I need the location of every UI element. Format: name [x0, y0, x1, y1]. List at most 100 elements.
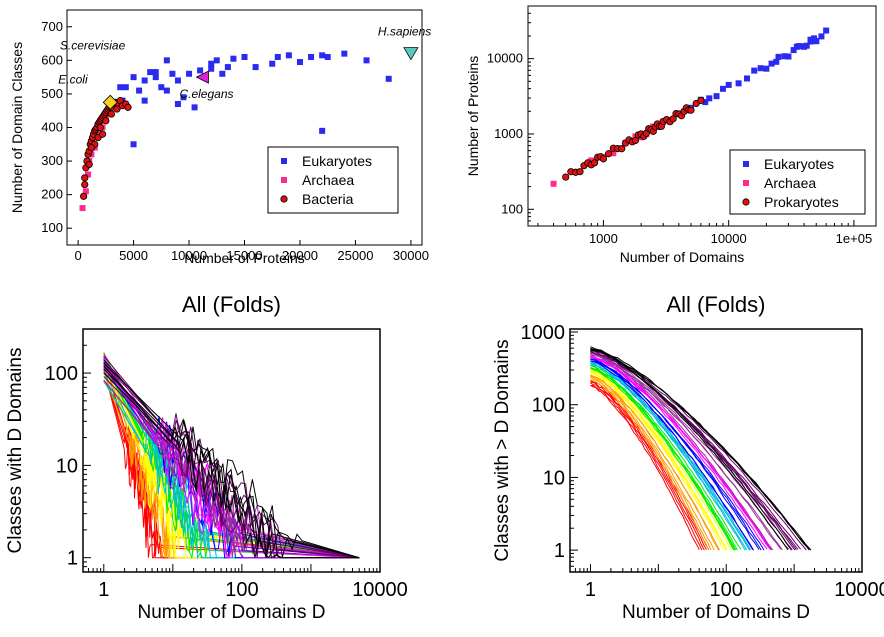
x-axis-label: Number of Domains D [138, 602, 326, 623]
y-tick-label: 1 [554, 540, 565, 562]
x-tick-label: 1 [585, 579, 596, 601]
curve-10 [590, 347, 792, 551]
point-eukaryotes [735, 80, 742, 87]
point-eukaryotes [341, 50, 348, 57]
point-archaea [82, 188, 89, 195]
legend-label-bacteria: Bacteria [302, 191, 354, 207]
annotation-s-cerevisiae: S.cerevisiae [60, 39, 126, 53]
x-tick-label: 1000 [589, 231, 618, 246]
legend-box [729, 149, 866, 215]
x-axis-label: Number of Proteins [184, 250, 305, 266]
point-eukaryotes [285, 52, 292, 59]
point-e-coli [102, 94, 118, 110]
curve-10 [590, 346, 810, 550]
point-eukaryotes [823, 27, 830, 34]
point-eukaryotes [798, 43, 805, 50]
point-eukaryotes [743, 75, 750, 82]
point-bacteria [85, 160, 93, 169]
legend-marker-eukaryotes [281, 158, 287, 164]
point-bacteria [87, 144, 96, 152]
x-tick-label: 100 [710, 579, 743, 601]
legend-marker-prokaryotes [742, 198, 750, 206]
legend-marker-archaea [743, 180, 749, 186]
point-eukaryotes [319, 52, 326, 59]
point-prokaryotes [605, 150, 613, 158]
annotation-e-coli: E.coli [58, 72, 88, 86]
point-eukaryotes [208, 65, 215, 72]
plot-frame [527, 5, 877, 227]
curve-1 [590, 381, 707, 551]
point-archaea [79, 205, 86, 212]
point-archaea [588, 157, 595, 164]
proteins-vs-classes-panel: 0 5000 10000 15000 20000 25000 30000 100 200 300 4… [9, 9, 431, 266]
y-axis-label: Number of Domain Classes [9, 42, 25, 213]
annotation-c-elegans: C.elegans [179, 87, 233, 101]
classes-with-more-than-d-domains-panel: All (Folds) 1 100 10000 1 10 100 1000 Number of … [492, 292, 884, 623]
point-archaea [610, 150, 617, 157]
legend-label-archaea: Archaea [764, 175, 816, 191]
curve-10 [103, 359, 360, 559]
point-eukaryotes [208, 60, 215, 67]
y-tick-label: 10 [56, 455, 78, 477]
legend-label-archaea: Archaea [302, 172, 354, 188]
point-eukaryotes [713, 93, 720, 100]
curve-6 [590, 358, 762, 551]
point-prokaryotes [576, 168, 584, 176]
x-tick-label: 1 [98, 579, 109, 601]
legend-marker-archaea [281, 177, 287, 183]
y-tick-label: 200 [41, 187, 63, 202]
point-eukaryotes [319, 127, 326, 134]
point-bacteria [98, 130, 107, 138]
point-eukaryotes [813, 38, 820, 45]
curve-3 [590, 371, 727, 551]
point-eukaryotes [274, 54, 281, 60]
annotation-h-sapiens: H.sapiens [378, 25, 431, 39]
point-eukaryotes [130, 141, 137, 148]
legend-label-prokaryotes: Prokaryotes [764, 194, 839, 210]
point-c-elegans [195, 70, 209, 84]
point-eukaryotes [122, 84, 129, 91]
point-eukaryotes [252, 64, 259, 71]
curve-3 [590, 369, 732, 551]
curve-1 [590, 382, 705, 551]
legend-marker-bacteria [280, 195, 288, 203]
x-tick-label: 10000 [834, 579, 884, 601]
point-eukaryotes [324, 54, 331, 60]
point-eukaryotes [174, 77, 181, 84]
domains-vs-proteins-panel: 1000 10000 1e+05 100 1000 10000 Number of Doma… [465, 5, 877, 265]
y-tick-label: 400 [41, 120, 63, 135]
curve-10 [590, 348, 810, 551]
point-eukaryotes [719, 85, 726, 92]
legend-label-eukaryotes: Eukaryotes [764, 156, 834, 172]
y-axis-label: Number of Proteins [465, 56, 481, 177]
curve-10 [103, 368, 360, 559]
y-tick-label: 100 [501, 201, 523, 216]
point-prokaryotes [599, 155, 608, 163]
point-archaea [85, 171, 92, 178]
point-prokaryotes [631, 136, 639, 145]
point-eukaryotes [385, 75, 392, 82]
point-eukaryotes [141, 97, 148, 104]
point-bacteria [107, 110, 115, 118]
point-eukaryotes [725, 81, 732, 88]
point-eukaryotes [117, 84, 124, 91]
y-tick-label: 1 [67, 548, 78, 570]
point-eukaryotes [147, 69, 154, 76]
y-tick-label: 100 [41, 220, 63, 235]
point-bacteria [113, 105, 121, 113]
point-eukaryotes [775, 53, 782, 60]
y-tick-label: 10000 [487, 51, 523, 66]
x-tick-label: 0 [74, 248, 81, 263]
point-eukaryotes [803, 42, 810, 49]
curve-6 [590, 356, 760, 550]
point-bacteria [96, 123, 104, 132]
curve-8 [590, 352, 782, 550]
curve-6 [590, 358, 754, 550]
x-tick-label: 5000 [119, 248, 148, 263]
point-bacteria [102, 117, 110, 125]
point-eukaryotes [706, 95, 713, 102]
legend-label-eukaryotes: Eukaryotes [302, 153, 372, 169]
curve-4 [590, 367, 736, 551]
point-eukaryotes [158, 84, 165, 91]
curve-6 [590, 360, 755, 551]
